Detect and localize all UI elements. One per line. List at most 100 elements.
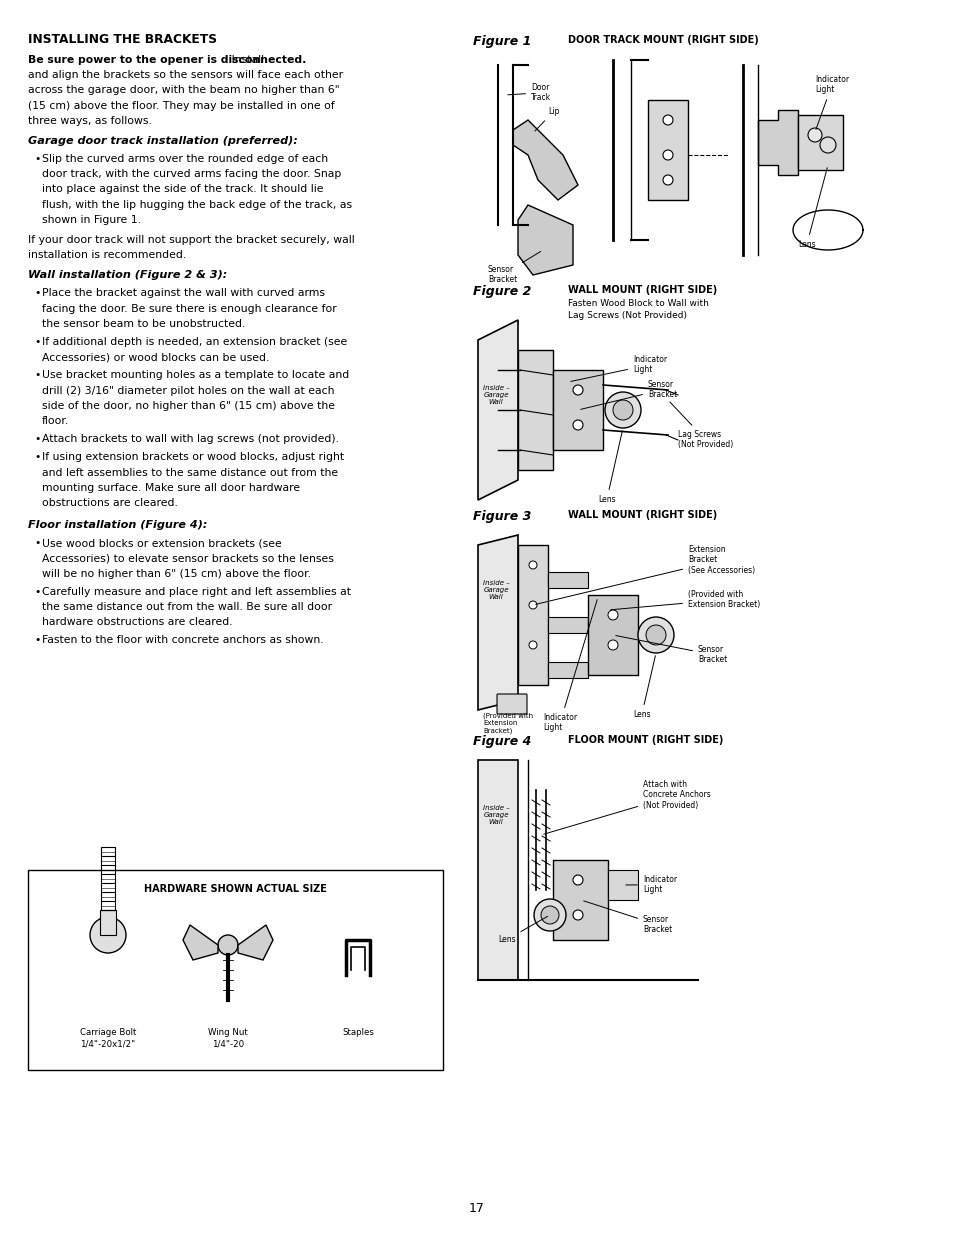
- Text: Indicator
Light: Indicator Light: [570, 354, 666, 382]
- Text: If your door track will not support the bracket securely, wall: If your door track will not support the …: [28, 235, 355, 245]
- Text: Indicator
Light: Indicator Light: [625, 876, 677, 894]
- Text: •: •: [34, 435, 40, 445]
- Circle shape: [534, 899, 565, 931]
- Circle shape: [820, 137, 835, 153]
- Text: mounting surface. Make sure all door hardware: mounting surface. Make sure all door har…: [42, 483, 300, 493]
- Text: (15 cm) above the floor. They may be installed in one of: (15 cm) above the floor. They may be ins…: [28, 100, 335, 111]
- Text: Sensor
Bracket: Sensor Bracket: [615, 636, 726, 664]
- Circle shape: [529, 561, 537, 569]
- Text: obstructions are cleared.: obstructions are cleared.: [42, 498, 177, 508]
- Text: and align the brackets so the sensors will face each other: and align the brackets so the sensors wi…: [28, 70, 343, 80]
- Polygon shape: [477, 320, 517, 500]
- Text: HARDWARE SHOWN ACTUAL SIZE: HARDWARE SHOWN ACTUAL SIZE: [144, 884, 327, 894]
- Text: WALL MOUNT (RIGHT SIDE): WALL MOUNT (RIGHT SIDE): [567, 510, 717, 520]
- Bar: [797, 115, 842, 170]
- Polygon shape: [513, 120, 578, 200]
- Text: •: •: [34, 337, 40, 347]
- Text: Lag Screws
(Not Provided): Lag Screws (Not Provided): [669, 403, 733, 450]
- Circle shape: [604, 391, 640, 429]
- Text: Door
Track: Door Track: [507, 83, 551, 103]
- Text: Lens: Lens: [633, 656, 655, 719]
- Text: across the garage door, with the beam no higher than 6": across the garage door, with the beam no…: [28, 85, 339, 95]
- Circle shape: [573, 876, 582, 885]
- Text: •: •: [34, 154, 40, 164]
- Circle shape: [662, 175, 672, 185]
- Text: Figure 2: Figure 2: [473, 285, 531, 298]
- Text: Install: Install: [228, 56, 264, 65]
- Circle shape: [607, 640, 618, 650]
- Text: Accessories) to elevate sensor brackets so the lenses: Accessories) to elevate sensor brackets …: [42, 553, 334, 563]
- Text: into place against the side of the track. It should lie: into place against the side of the track…: [42, 184, 323, 194]
- Bar: [553, 370, 602, 450]
- Text: Lip: Lip: [535, 107, 558, 131]
- Bar: [553, 860, 607, 940]
- Text: Use wood blocks or extension brackets (see: Use wood blocks or extension brackets (s…: [42, 538, 281, 548]
- Circle shape: [662, 115, 672, 125]
- Text: three ways, as follows.: three ways, as follows.: [28, 116, 152, 126]
- Text: Attach brackets to wall with lag screws (not provided).: Attach brackets to wall with lag screws …: [42, 435, 338, 445]
- Text: floor.: floor.: [42, 416, 70, 426]
- Text: Fasten to the floor with concrete anchors as shown.: Fasten to the floor with concrete anchor…: [42, 635, 323, 646]
- Polygon shape: [758, 110, 797, 175]
- Text: Lens: Lens: [797, 168, 826, 249]
- Circle shape: [613, 400, 633, 420]
- Text: Indicator
Light: Indicator Light: [542, 600, 597, 732]
- Circle shape: [218, 935, 237, 955]
- Circle shape: [540, 906, 558, 924]
- Bar: [607, 869, 638, 900]
- Text: Use bracket mounting holes as a template to locate and: Use bracket mounting holes as a template…: [42, 370, 349, 380]
- Text: Lag Screws (Not Provided): Lag Screws (Not Provided): [567, 311, 686, 320]
- Bar: [100, 910, 116, 935]
- Bar: [547, 618, 587, 634]
- Text: Garage door track installation (preferred):: Garage door track installation (preferre…: [28, 136, 297, 146]
- Circle shape: [573, 910, 582, 920]
- Circle shape: [638, 618, 673, 653]
- Circle shape: [90, 918, 126, 953]
- Text: 1/4"-20x1/2": 1/4"-20x1/2": [80, 1040, 135, 1049]
- Text: Figure 1: Figure 1: [473, 35, 531, 48]
- Bar: [517, 545, 547, 685]
- Circle shape: [529, 641, 537, 650]
- Text: flush, with the lip hugging the back edge of the track, as: flush, with the lip hugging the back edg…: [42, 200, 352, 210]
- Text: Staples: Staples: [342, 1028, 374, 1037]
- Text: Fasten Wood Block to Wall with: Fasten Wood Block to Wall with: [567, 299, 708, 308]
- Text: FLOOR MOUNT (RIGHT SIDE): FLOOR MOUNT (RIGHT SIDE): [567, 735, 722, 745]
- Text: (Provided with
Extension
Bracket): (Provided with Extension Bracket): [482, 713, 533, 734]
- Text: and left assemblies to the same distance out from the: and left assemblies to the same distance…: [42, 468, 337, 478]
- Text: Lens: Lens: [598, 431, 621, 504]
- Text: INSTALLING THE BRACKETS: INSTALLING THE BRACKETS: [28, 33, 216, 46]
- Text: Figure 4: Figure 4: [473, 735, 531, 748]
- Text: will be no higher than 6" (15 cm) above the floor.: will be no higher than 6" (15 cm) above …: [42, 568, 311, 579]
- Bar: [517, 350, 553, 471]
- Polygon shape: [477, 535, 517, 710]
- Polygon shape: [237, 925, 273, 960]
- Text: Wing Nut: Wing Nut: [208, 1028, 248, 1037]
- Text: •: •: [34, 370, 40, 380]
- Polygon shape: [517, 205, 573, 275]
- Circle shape: [662, 149, 672, 161]
- Text: (Provided with
Extension Bracket): (Provided with Extension Bracket): [610, 590, 760, 610]
- Bar: [547, 662, 587, 678]
- Text: •: •: [34, 587, 40, 597]
- Text: Inside –
Garage
Wall: Inside – Garage Wall: [482, 385, 509, 405]
- Text: Sensor
Bracket: Sensor Bracket: [583, 900, 672, 935]
- Text: Extension
Bracket
(See Accessories): Extension Bracket (See Accessories): [536, 545, 755, 604]
- Text: shown in Figure 1.: shown in Figure 1.: [42, 215, 141, 225]
- Text: If using extension brackets or wood blocks, adjust right: If using extension brackets or wood bloc…: [42, 452, 344, 462]
- Text: •: •: [34, 538, 40, 548]
- Text: Floor installation (Figure 4):: Floor installation (Figure 4):: [28, 520, 207, 530]
- Text: door track, with the curved arms facing the door. Snap: door track, with the curved arms facing …: [42, 169, 341, 179]
- Text: installation is recommended.: installation is recommended.: [28, 251, 186, 261]
- Text: If additional depth is needed, an extension bracket (see: If additional depth is needed, an extens…: [42, 337, 347, 347]
- Text: Sensor
Bracket: Sensor Bracket: [488, 252, 540, 284]
- Text: Carefully measure and place right and left assemblies at: Carefully measure and place right and le…: [42, 587, 351, 597]
- Bar: [101, 847, 115, 910]
- Circle shape: [573, 420, 582, 430]
- Circle shape: [807, 128, 821, 142]
- Text: the sensor beam to be unobstructed.: the sensor beam to be unobstructed.: [42, 319, 245, 329]
- Circle shape: [607, 610, 618, 620]
- Bar: [587, 595, 638, 676]
- Text: WALL MOUNT (RIGHT SIDE): WALL MOUNT (RIGHT SIDE): [567, 285, 717, 295]
- Text: drill (2) 3/16" diameter pilot holes on the wall at each: drill (2) 3/16" diameter pilot holes on …: [42, 385, 335, 395]
- Polygon shape: [183, 925, 218, 960]
